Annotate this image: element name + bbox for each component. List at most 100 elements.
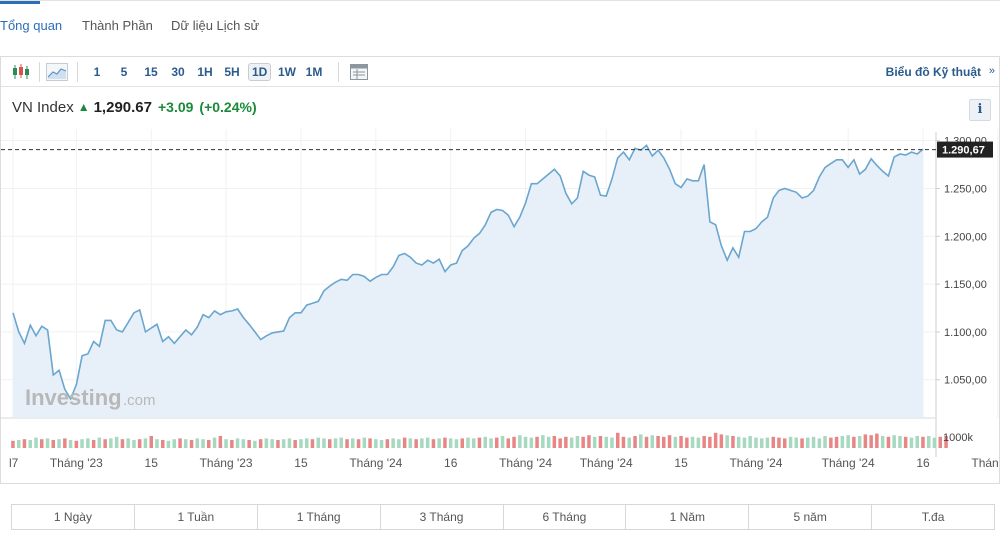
volume-bar bbox=[120, 439, 125, 448]
tab-historical-data[interactable]: Dữ liệu Lịch sử bbox=[171, 18, 260, 33]
y-tick-label: 1.050,00 bbox=[944, 375, 987, 387]
table-view-icon[interactable] bbox=[349, 63, 369, 81]
range-5-years[interactable]: 5 năm bbox=[749, 505, 873, 529]
volume-bar bbox=[281, 439, 286, 448]
volume-bar bbox=[852, 436, 856, 448]
volume-bar bbox=[241, 439, 246, 448]
range-1-month[interactable]: 1 Tháng bbox=[258, 505, 381, 529]
volume-bar bbox=[834, 436, 839, 448]
volume-bar bbox=[339, 437, 343, 448]
volume-bar bbox=[80, 439, 84, 448]
volume-bar bbox=[840, 436, 845, 448]
volume-bar bbox=[276, 440, 280, 448]
volume-bar bbox=[264, 438, 269, 448]
volume-bar bbox=[57, 439, 61, 448]
volume-bar bbox=[736, 436, 741, 448]
x-tick-label: 15 bbox=[145, 456, 159, 470]
interval-1d[interactable]: 1D bbox=[248, 63, 272, 81]
last-price-tag: 1.290,67 bbox=[937, 141, 993, 158]
tab-overview[interactable]: Tổng quan bbox=[0, 18, 63, 33]
time-range-bar: 1 Ngày 1 Tuần 1 Tháng 3 Tháng 6 Tháng 1 … bbox=[11, 504, 995, 530]
volume-bar bbox=[74, 440, 79, 448]
volume-bar bbox=[97, 437, 102, 448]
volume-bar bbox=[460, 438, 464, 448]
volume-bar bbox=[472, 438, 476, 448]
volume-bar bbox=[794, 437, 798, 448]
volume-bar bbox=[299, 439, 303, 448]
volume-bar bbox=[91, 440, 96, 448]
range-max[interactable]: T.đa bbox=[921, 510, 945, 524]
volume-bar bbox=[725, 435, 729, 448]
volume-bar bbox=[218, 436, 223, 448]
y-tick-label: 1.150,00 bbox=[944, 279, 987, 291]
interval-15[interactable]: 15 bbox=[144, 65, 158, 79]
volume-bar bbox=[938, 436, 942, 448]
price-chart[interactable]: Investing .com 1.050,00 1.100,00 1.150,00 1… bbox=[1, 57, 999, 483]
x-tick-label: Tháng '24 bbox=[580, 456, 633, 470]
volume-bar bbox=[270, 439, 274, 448]
volume-bar bbox=[235, 438, 240, 448]
info-button[interactable]: i bbox=[969, 99, 991, 121]
watermark-suffix: .com bbox=[123, 392, 156, 409]
volume-bar bbox=[569, 437, 574, 448]
volume-bar bbox=[166, 440, 171, 448]
volume-bar bbox=[178, 438, 182, 448]
volume-bar bbox=[149, 436, 153, 448]
technical-chart-link[interactable]: Biểu đồ Kỹ thuật bbox=[885, 65, 981, 79]
interval-1w[interactable]: 1W bbox=[278, 65, 296, 79]
x-tick-label: 16 bbox=[916, 456, 930, 470]
interval-1m[interactable]: 1M bbox=[305, 65, 323, 79]
instrument-name: VN Index bbox=[12, 99, 74, 116]
candlestick-icon[interactable] bbox=[11, 63, 33, 81]
range-1-week[interactable]: 1 Tuần bbox=[135, 505, 258, 529]
x-tick-label: Tháng '23 bbox=[200, 456, 253, 470]
volume-bar bbox=[633, 436, 637, 448]
tab-components[interactable]: Thành Phần bbox=[82, 18, 153, 33]
volume-bar bbox=[598, 436, 603, 448]
toolbar-divider bbox=[39, 62, 40, 82]
interval-5[interactable]: 5 bbox=[120, 65, 128, 79]
volume-bar bbox=[690, 436, 695, 448]
volume-bar bbox=[103, 439, 107, 448]
range-3-months[interactable]: 3 Tháng bbox=[381, 505, 504, 529]
volume-bar bbox=[742, 437, 747, 448]
interval-1h[interactable]: 1H bbox=[197, 65, 213, 79]
volume-bar bbox=[679, 436, 683, 448]
volume-bar bbox=[224, 439, 228, 448]
volume-bar bbox=[581, 436, 585, 448]
volume-bar bbox=[863, 434, 868, 448]
interval-1[interactable]: 1 bbox=[93, 65, 101, 79]
price-line bbox=[12, 144, 924, 401]
volume-bar bbox=[28, 440, 32, 448]
volume-bar bbox=[293, 440, 297, 448]
volume-bar bbox=[765, 437, 770, 448]
volume-bar bbox=[448, 438, 453, 448]
volume-bar bbox=[719, 434, 724, 448]
volume-bar bbox=[184, 439, 188, 448]
volume-bar bbox=[886, 436, 891, 448]
volume-bar bbox=[696, 437, 701, 448]
volume-bar bbox=[662, 436, 666, 448]
volume-bar bbox=[644, 436, 649, 448]
volume-bar bbox=[604, 436, 608, 448]
range-6-months[interactable]: 6 Tháng bbox=[504, 505, 627, 529]
area-chart-icon[interactable] bbox=[46, 63, 68, 81]
volume-bar bbox=[51, 440, 55, 448]
volume-bar bbox=[172, 439, 176, 448]
volume-bar bbox=[667, 435, 672, 448]
double-chevron-right-icon[interactable]: » bbox=[988, 65, 995, 77]
volume-bar bbox=[109, 438, 113, 448]
volume-bar bbox=[656, 436, 660, 448]
range-1-year[interactable]: 1 Năm bbox=[626, 505, 750, 529]
volume-bar bbox=[34, 437, 38, 448]
volume-bar bbox=[414, 439, 418, 448]
volume-bar bbox=[748, 436, 752, 448]
volume-bar bbox=[564, 436, 568, 448]
volume-bar bbox=[823, 436, 827, 448]
range-1-day[interactable]: 1 Ngày bbox=[12, 505, 135, 529]
watermark-text: Investing bbox=[25, 385, 122, 410]
y-axis: 1.050,00 1.100,00 1.150,00 1.200,00 1.250,00… bbox=[936, 136, 987, 387]
interval-30[interactable]: 30 bbox=[171, 65, 185, 79]
interval-5h[interactable]: 5H bbox=[224, 65, 240, 79]
y-tick-label: 1.100,00 bbox=[944, 327, 987, 339]
